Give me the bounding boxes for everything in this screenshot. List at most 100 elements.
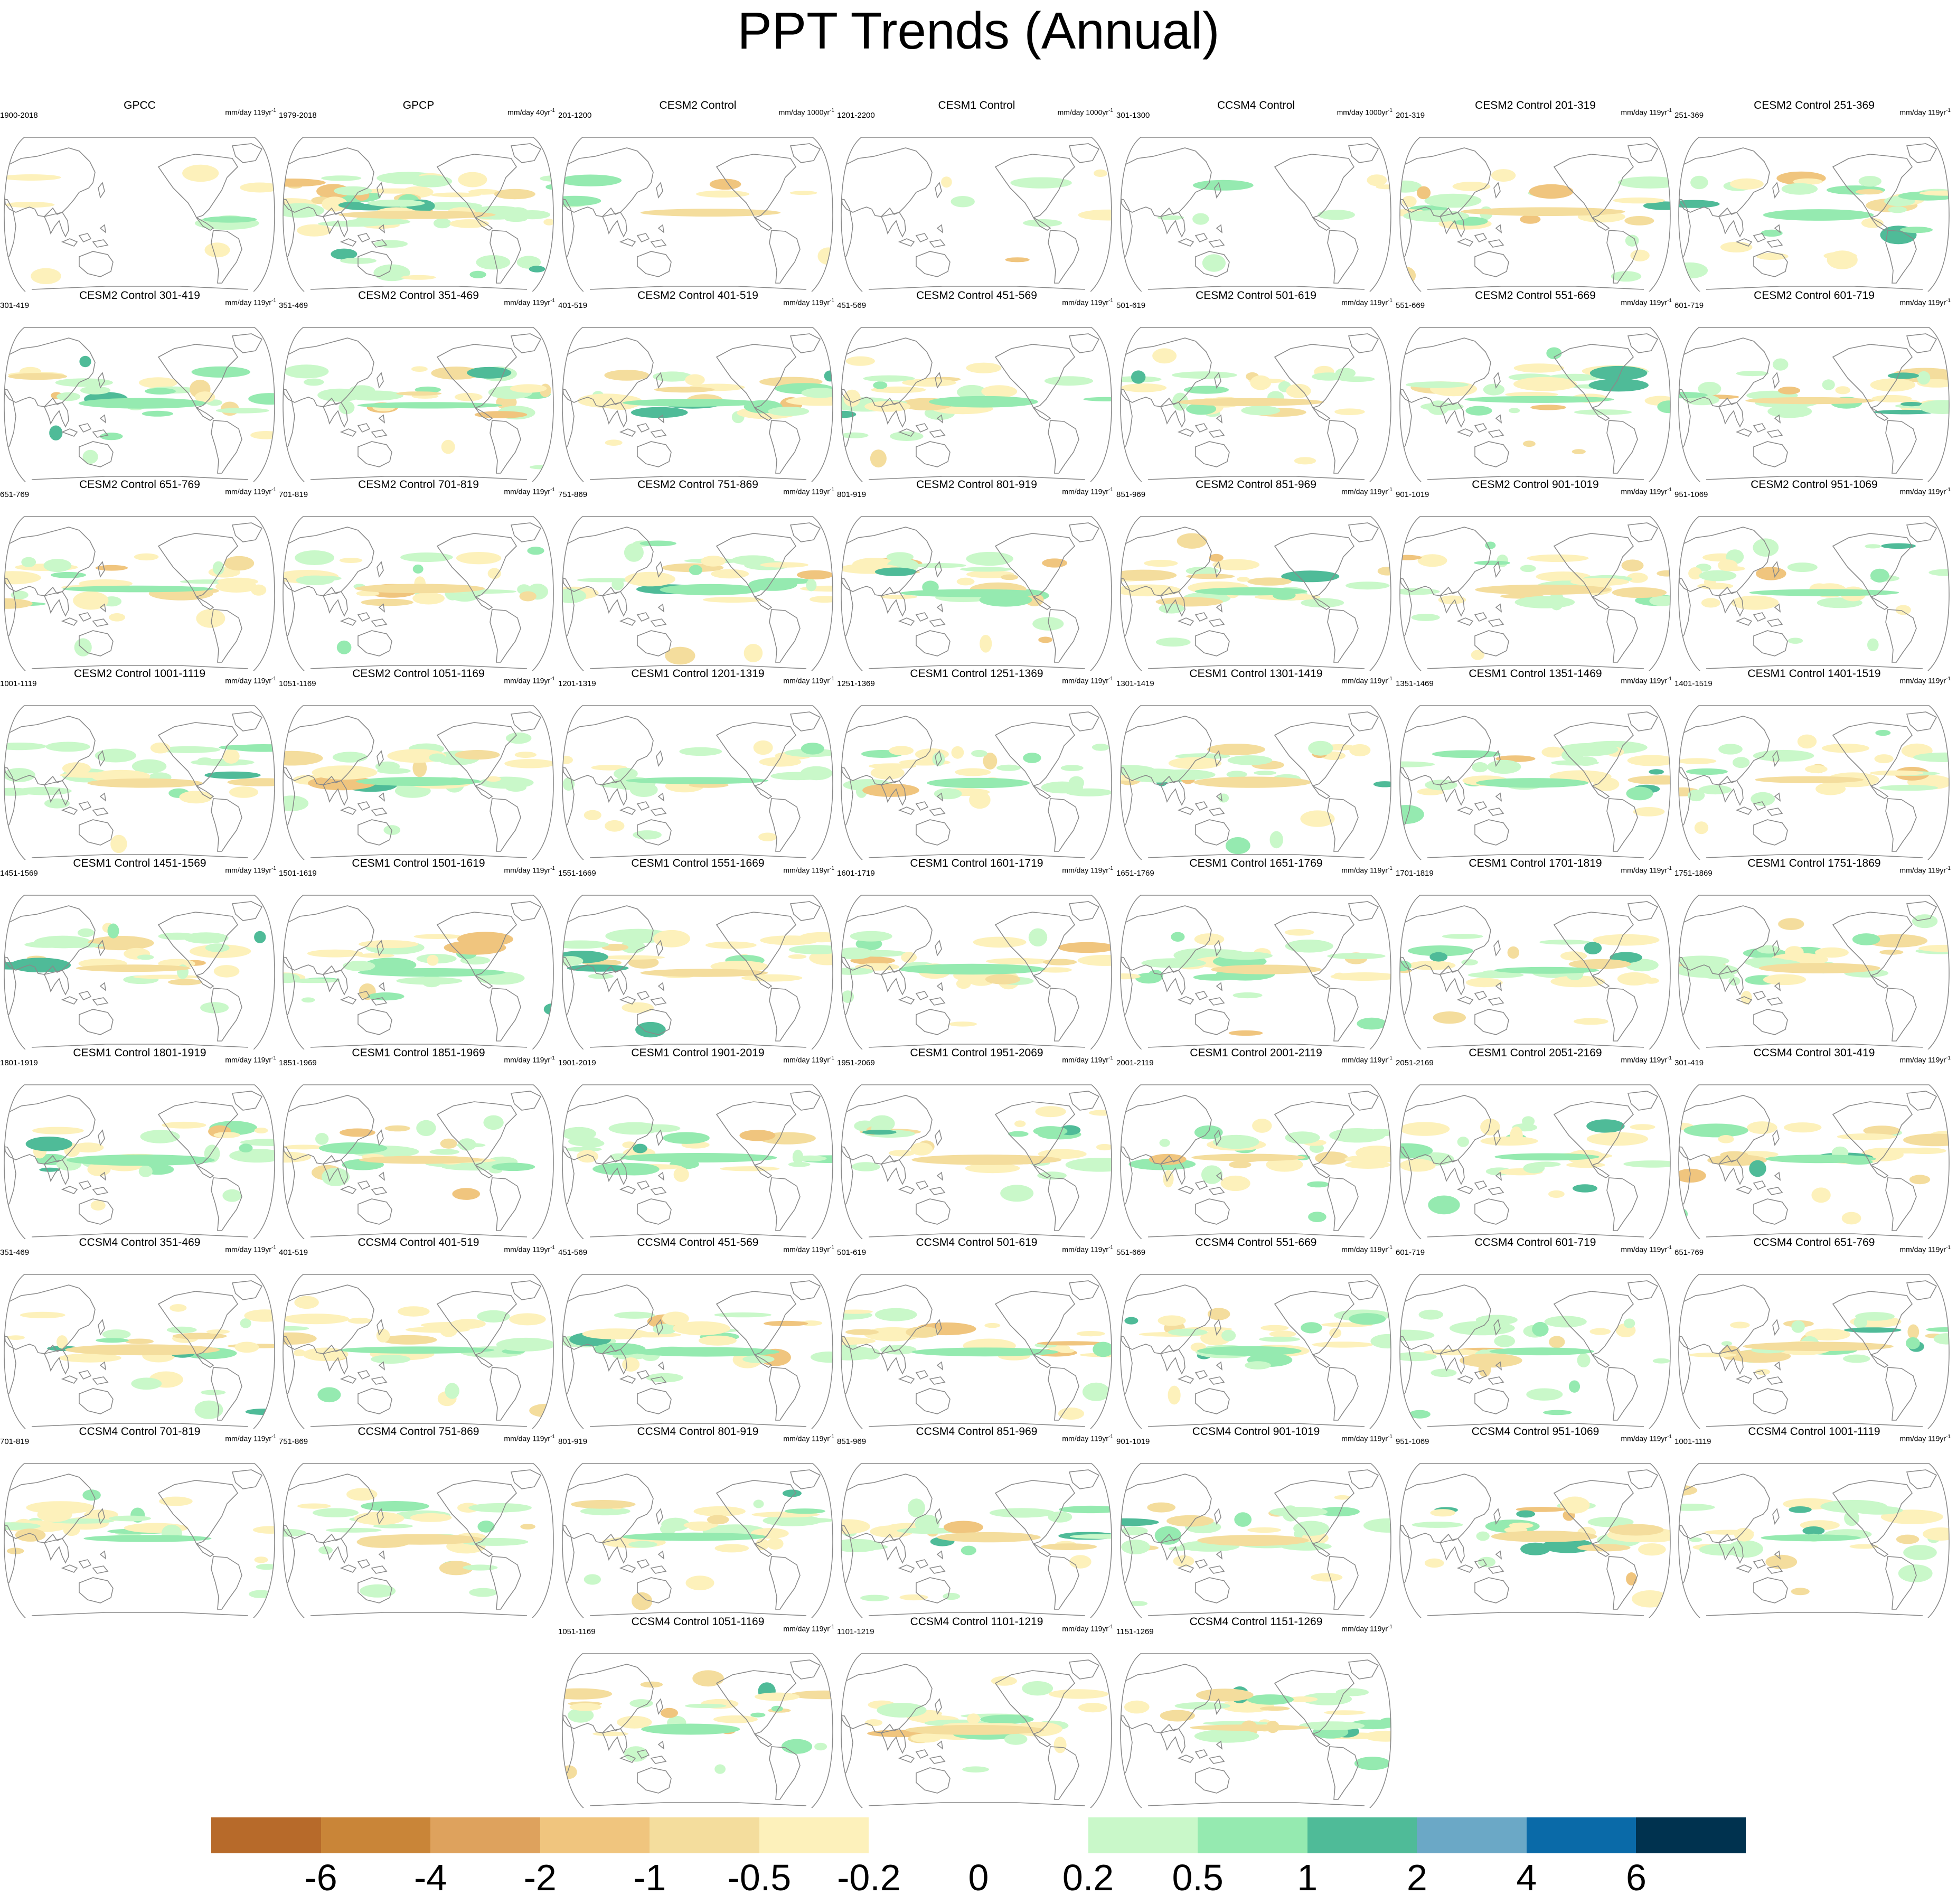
- negative-trend-area: [1560, 951, 1587, 961]
- panel-unit-label: mm/day 1000yr-1: [779, 108, 834, 117]
- unit-text: mm/day 119yr: [504, 1245, 551, 1254]
- map-frame: [4, 516, 275, 671]
- positive-trend-area: [1531, 1161, 1561, 1167]
- coastline: [1068, 1280, 1100, 1300]
- coastline: [619, 617, 636, 626]
- coastline: [490, 1556, 521, 1610]
- negative-trend-area: [384, 1125, 410, 1132]
- coastline: [1214, 750, 1221, 767]
- positive-trend-area: [415, 386, 441, 393]
- positive-trend-area: [1141, 958, 1206, 968]
- negative-trend-area: [1433, 1011, 1466, 1024]
- panel-period-label: 251-369: [1674, 111, 1704, 120]
- coastline: [562, 716, 654, 785]
- coastline: [1068, 333, 1100, 353]
- negative-trend-area: [562, 755, 573, 764]
- coastline: [1312, 975, 1331, 989]
- coastline: [99, 224, 107, 233]
- negative-trend-area: [6, 1335, 25, 1340]
- map-frame: [562, 1274, 833, 1429]
- positive-trend-area: [1335, 1688, 1369, 1696]
- coastline: [1474, 1370, 1488, 1380]
- coastline: [78, 991, 92, 1000]
- coastline: [1439, 402, 1465, 428]
- positive-trend-area: [850, 931, 892, 942]
- map-frame: [1678, 1463, 1950, 1618]
- coastline: [898, 428, 915, 437]
- coastline: [841, 147, 933, 217]
- negative-trend-area: [622, 1002, 654, 1013]
- negative-trend-area: [159, 1496, 193, 1506]
- positive-trend-area: [629, 1699, 653, 1708]
- negative-trend-area: [800, 585, 833, 592]
- map-panel: CESM2 Control 401-519 401-519 mm/day 119yr…: [558, 289, 838, 482]
- panel-unit-label: mm/day 119yr-1: [1341, 1624, 1393, 1633]
- coastline: [322, 970, 348, 996]
- coastline: [1766, 618, 1783, 627]
- coastline: [1348, 1469, 1379, 1489]
- negative-trend-area: [1627, 775, 1670, 785]
- positive-trend-area: [1218, 793, 1229, 803]
- positive-trend-area: [814, 1742, 827, 1751]
- positive-trend-area: [79, 355, 91, 368]
- coastline: [1870, 1354, 1889, 1368]
- coastline: [1753, 1577, 1788, 1603]
- colorbar-swatch: [430, 1817, 541, 1853]
- coastline: [841, 388, 853, 453]
- negative-trend-area: [1417, 554, 1447, 567]
- negative-trend-area: [981, 385, 1018, 398]
- positive-trend-area: [239, 1143, 253, 1152]
- negative-trend-area: [1438, 595, 1466, 604]
- coastline: [231, 901, 263, 921]
- positive-trend-area: [1424, 193, 1482, 208]
- map-canvas: [562, 1084, 833, 1239]
- coastline: [1592, 407, 1610, 421]
- positive-trend-area: [183, 932, 229, 944]
- coastline: [1348, 901, 1379, 921]
- positive-trend-area: [1753, 749, 1814, 762]
- coastline: [283, 388, 295, 453]
- positive-trend-area: [1225, 837, 1250, 855]
- coastline: [637, 630, 672, 656]
- coastline: [357, 251, 392, 277]
- coastline: [1327, 420, 1359, 474]
- coastline: [1679, 1146, 1691, 1210]
- coastline: [1774, 792, 1781, 802]
- negative-trend-area: [1626, 1572, 1637, 1586]
- map-frame: [841, 1653, 1112, 1808]
- panel-period-label: 201-319: [1396, 111, 1425, 120]
- positive-trend-area: [1168, 1328, 1208, 1336]
- negative-trend-area: [967, 1713, 980, 1724]
- negative-trend-area: [985, 974, 1021, 984]
- unit-text: mm/day 119yr: [225, 487, 272, 496]
- negative-trend-area: [653, 930, 690, 948]
- equatorial-trend-band: [622, 1532, 767, 1541]
- unit-exponent: -1: [1388, 1055, 1393, 1061]
- panel-unit-label: mm/day 119yr-1: [1899, 1055, 1951, 1064]
- coastline: [1774, 1171, 1781, 1181]
- coastline: [1312, 407, 1331, 421]
- positive-trend-area: [373, 1524, 413, 1528]
- positive-trend-area: [142, 410, 173, 417]
- map-panel: CESM1 Control 1801-1919 1801-1919 mm/day 1…: [0, 1047, 279, 1239]
- coastline: [841, 1146, 853, 1210]
- negative-trend-area: [95, 565, 128, 571]
- coastline: [916, 1198, 951, 1225]
- positive-trend-area: [961, 1545, 976, 1555]
- coastline: [357, 441, 392, 467]
- unit-exponent: -1: [271, 487, 276, 493]
- negative-trend-area: [1330, 972, 1391, 981]
- negative-trend-area: [786, 396, 833, 406]
- map-frame: [1399, 327, 1671, 482]
- negative-trend-area: [943, 1521, 983, 1534]
- panel-unit-label: mm/day 119yr-1: [1341, 1245, 1393, 1254]
- negative-trend-area: [474, 411, 528, 418]
- coastline: [371, 808, 388, 816]
- unit-text: mm/day 119yr: [1621, 866, 1668, 875]
- positive-trend-area: [1485, 541, 1496, 549]
- negative-trend-area: [951, 746, 964, 759]
- panel-period-label: 601-719: [1396, 1248, 1425, 1257]
- negative-trend-area: [1612, 587, 1667, 598]
- coastline: [357, 1009, 392, 1035]
- negative-trend-area: [1923, 1527, 1949, 1541]
